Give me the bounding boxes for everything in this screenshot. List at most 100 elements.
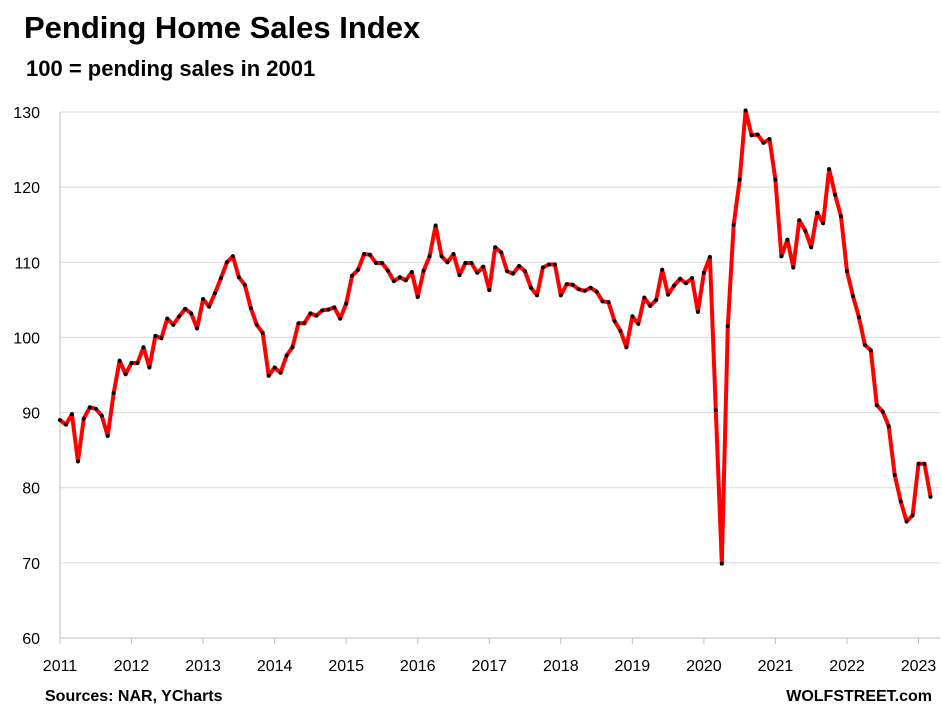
data-point — [582, 288, 587, 293]
data-point — [302, 321, 307, 326]
data-point — [380, 261, 384, 265]
data-point — [540, 265, 545, 270]
data-point — [606, 300, 611, 305]
data-point — [594, 289, 599, 294]
data-point — [278, 370, 283, 375]
data-point — [230, 254, 235, 259]
data-point — [701, 270, 706, 275]
data-point — [177, 314, 182, 319]
y-tick-label: 90 — [22, 406, 40, 423]
data-point — [290, 345, 295, 350]
data-point — [791, 265, 796, 270]
x-tick-label: 2014 — [257, 658, 293, 675]
data-point — [612, 318, 617, 323]
data-point — [75, 459, 80, 464]
data-point — [320, 308, 325, 313]
gridlines — [60, 111, 940, 639]
data-point — [272, 365, 277, 370]
data-point — [815, 210, 820, 215]
data-point — [809, 245, 814, 250]
data-point — [314, 313, 319, 318]
chart-subtitle: 100 = pending sales in 2001 — [26, 56, 316, 81]
data-point — [308, 311, 313, 316]
data-point — [856, 315, 861, 320]
data-point — [147, 365, 152, 370]
data-point — [922, 461, 927, 466]
data-point — [81, 416, 86, 421]
x-tick-label: 2022 — [829, 658, 865, 675]
data-point — [385, 268, 390, 273]
data-point — [690, 276, 694, 281]
data-point — [141, 345, 146, 350]
data-point — [886, 424, 891, 429]
data-point — [755, 132, 760, 137]
data-point — [219, 276, 223, 281]
data-point — [236, 275, 241, 280]
data-point — [123, 372, 128, 377]
data-point — [737, 177, 742, 182]
data-point — [421, 268, 426, 273]
data-point — [326, 307, 331, 312]
data-point — [338, 316, 343, 321]
data-point — [165, 316, 170, 321]
data-point — [666, 292, 671, 297]
data-point — [785, 237, 790, 242]
data-point — [201, 297, 206, 302]
data-point — [129, 361, 134, 365]
data-point — [260, 330, 265, 335]
data-point — [517, 264, 522, 268]
data-point — [224, 260, 229, 265]
data-point — [469, 261, 474, 265]
data-point — [684, 281, 688, 286]
data-point — [839, 214, 843, 219]
y-tick-label: 80 — [22, 481, 40, 498]
data-point — [499, 250, 504, 255]
data-point — [821, 221, 826, 226]
data-point — [242, 282, 247, 287]
data-point — [695, 309, 700, 314]
data-point — [851, 294, 855, 299]
x-tick-label: 2018 — [543, 658, 579, 675]
data-point — [672, 283, 677, 288]
data-point — [564, 282, 569, 287]
data-point — [523, 269, 527, 274]
data-point — [457, 273, 462, 278]
data-point — [713, 408, 718, 413]
data-point — [397, 275, 402, 280]
data-point — [707, 255, 712, 259]
data-point — [660, 267, 665, 272]
data-point — [743, 108, 748, 113]
data-point — [195, 326, 200, 331]
x-tick-label: 2013 — [185, 658, 221, 675]
data-point — [880, 409, 885, 414]
data-point — [105, 433, 110, 438]
data-point — [910, 513, 915, 518]
data-point — [69, 412, 74, 417]
data-point — [749, 133, 754, 138]
data-point — [928, 494, 933, 499]
data-point — [654, 297, 659, 302]
data-point — [678, 276, 683, 281]
data-point — [344, 301, 349, 306]
data-point — [868, 348, 873, 353]
data-point — [874, 403, 879, 408]
data-point — [862, 342, 867, 347]
data-point — [64, 422, 68, 427]
data-point — [368, 252, 372, 257]
data-point — [570, 282, 575, 287]
data-point — [207, 304, 212, 309]
data-point — [725, 324, 730, 329]
data-point — [433, 223, 438, 228]
y-tick-label: 110 — [14, 255, 40, 272]
y-axis: 60 70 80 90 100 110 120 130 — [13, 105, 61, 648]
data-point — [505, 269, 510, 274]
data-point — [481, 264, 486, 269]
data-point — [546, 262, 551, 267]
data-point — [845, 269, 849, 274]
data-point — [803, 228, 808, 233]
data-point — [493, 245, 498, 250]
x-tick-label: 2017 — [471, 658, 507, 675]
data-point — [93, 406, 98, 411]
data-point — [183, 306, 188, 311]
